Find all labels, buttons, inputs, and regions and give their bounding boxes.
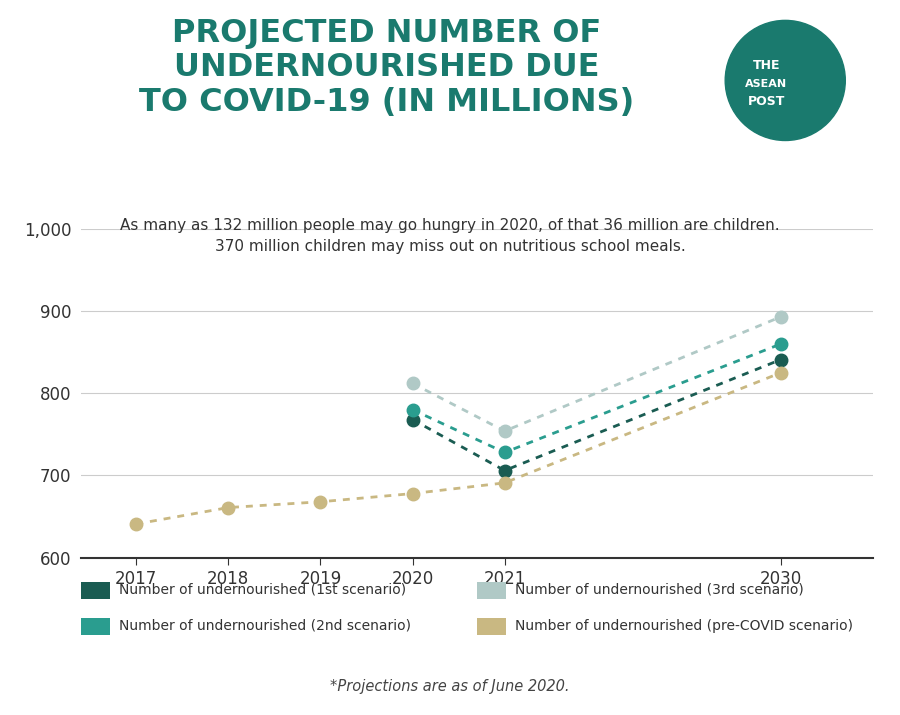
Text: THE: THE	[752, 59, 780, 72]
Circle shape	[725, 20, 845, 141]
Text: As many as 132 million people may go hungry in 2020, of that 36 million are chil: As many as 132 million people may go hun…	[121, 218, 779, 254]
Text: Number of undernourished (2nd scenario): Number of undernourished (2nd scenario)	[119, 618, 410, 633]
Text: Number of undernourished (1st scenario): Number of undernourished (1st scenario)	[119, 583, 406, 597]
Text: Number of undernourished (3rd scenario): Number of undernourished (3rd scenario)	[515, 583, 804, 597]
Text: POST: POST	[748, 95, 785, 108]
Text: ASEAN: ASEAN	[745, 79, 788, 89]
Text: Number of undernourished (pre-COVID scenario): Number of undernourished (pre-COVID scen…	[515, 618, 853, 633]
Text: *Projections are as of June 2020.: *Projections are as of June 2020.	[330, 679, 570, 694]
Text: PROJECTED NUMBER OF
UNDERNOURISHED DUE
TO COVID-19 (IN MILLIONS): PROJECTED NUMBER OF UNDERNOURISHED DUE T…	[140, 18, 634, 118]
